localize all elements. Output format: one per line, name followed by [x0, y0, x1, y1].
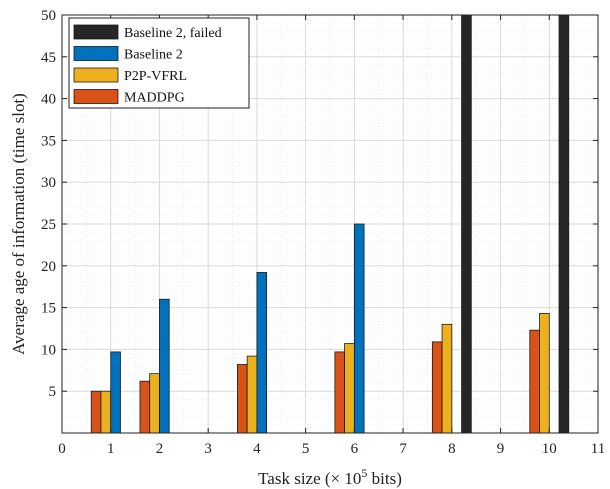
y-tick-label: 35 [41, 133, 56, 149]
bar-p2p-vfrl-4 [246, 355, 258, 434]
x-tick-label: 8 [448, 441, 456, 457]
x-tick-label: 9 [497, 441, 505, 457]
bar-maddpg-10 [529, 329, 540, 434]
x-tick-label: 6 [351, 441, 359, 457]
legend-swatch [73, 24, 119, 40]
x-tick-label: 0 [58, 441, 66, 457]
x-tick-label: 1 [107, 441, 115, 457]
bar-p2p-vfrl-2 [149, 373, 160, 434]
x-tick-label: 3 [204, 441, 212, 457]
legend-swatch [73, 89, 119, 104]
bar-baseline-2-4 [256, 272, 268, 434]
bar-p2p-vfrl-8 [441, 323, 453, 434]
y-tick-label: 20 [41, 259, 56, 275]
y-tick-label: 40 [41, 92, 56, 108]
y-tick-label: 45 [41, 50, 56, 66]
legend-label: Baseline 2, failed [124, 26, 222, 41]
bar-baseline-2-6 [353, 223, 365, 434]
bar-p2p-vfrl-1 [100, 390, 112, 434]
bar-maddpg-8 [431, 341, 443, 434]
y-tick-label: 25 [41, 217, 56, 233]
y-tick-label: 5 [49, 384, 57, 400]
bar-p2p-vfrl-10 [539, 313, 550, 434]
x-tick-label: 2 [156, 441, 164, 457]
x-tick-label: 7 [399, 441, 407, 457]
bar-p2p-vfrl-6 [344, 343, 355, 434]
y-tick-label: 10 [41, 342, 56, 358]
bar-baseline-2-failed-10 [558, 14, 570, 434]
x-axis-label: Task size (× 105 bits) [258, 466, 402, 488]
bars [90, 14, 570, 434]
legend-swatch [73, 67, 119, 83]
y-tick-label: 30 [41, 175, 56, 191]
legend-swatch [73, 46, 119, 61]
x-tick-label: 5 [302, 441, 310, 457]
legend[interactable]: Baseline 2, failed Baseline 2 P2P-VFRL MADD… [68, 17, 250, 109]
bar-baseline-2-failed-8 [461, 14, 472, 434]
legend-label: MADDPG [124, 91, 185, 106]
bar-baseline-2-2 [159, 298, 170, 434]
y-tick-label: 50 [41, 8, 56, 24]
x-tick-label: 10 [542, 441, 557, 457]
bar-maddpg-4 [237, 364, 248, 434]
legend-label: Baseline 2 [124, 48, 183, 63]
x-tick-label: 11 [591, 441, 605, 457]
bar-maddpg-1 [90, 390, 102, 434]
legend-label: P2P-VFRL [124, 69, 187, 84]
bar-maddpg-2 [139, 380, 151, 434]
y-tick-label: 15 [41, 301, 56, 317]
x-tick-label: 4 [253, 441, 261, 457]
bar-maddpg-6 [334, 351, 346, 434]
y-axis-label: Average age of information (time slot) [9, 93, 28, 355]
bar-baseline-2-1 [110, 351, 121, 434]
